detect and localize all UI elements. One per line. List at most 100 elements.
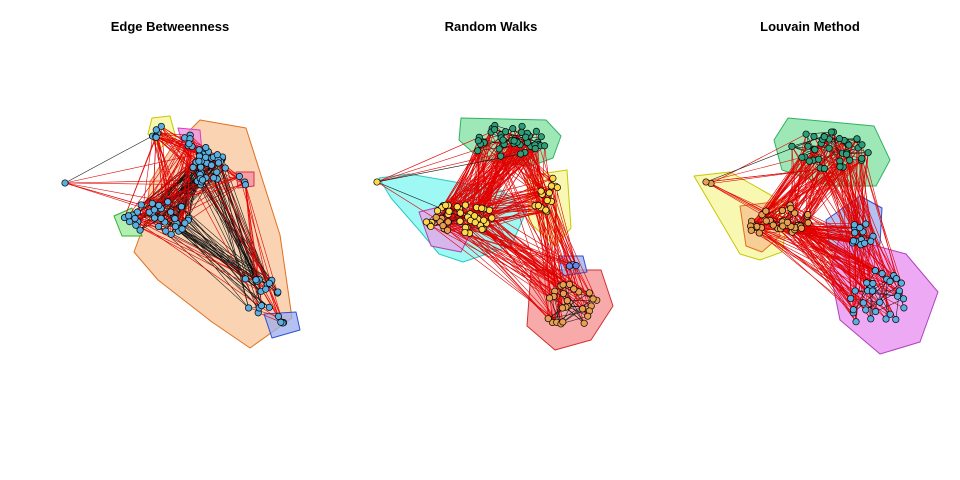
intra-community-edge: [846, 152, 869, 155]
inter-community-edge: [445, 185, 552, 206]
graph-node: [702, 178, 710, 186]
graph-node: [872, 308, 880, 316]
inter-community-edge: [798, 224, 854, 310]
inter-community-edge: [789, 204, 876, 312]
inter-community-edge: [794, 227, 904, 300]
graph-node: [867, 315, 875, 323]
graph-node: [585, 289, 593, 297]
inter-community-edge: [761, 166, 841, 215]
graph-node: [861, 239, 869, 247]
graph-node: [589, 295, 597, 303]
graph-node: [167, 230, 175, 238]
graph-node: [148, 199, 156, 208]
graph-node: [241, 181, 250, 189]
inter-community-edge: [782, 160, 814, 211]
intra-community-edge: [562, 284, 585, 324]
inter-community-edge: [536, 131, 553, 323]
graph-node: [893, 292, 902, 300]
graph-node: [804, 142, 812, 150]
panel-title: Edge Betweenness: [110, 19, 230, 34]
graph-node: [580, 319, 588, 327]
inter-community-edge: [442, 225, 466, 228]
inter-community-edge: [769, 220, 866, 311]
inter-community-edge: [244, 181, 278, 294]
graph-node: [572, 262, 580, 270]
graph-node: [549, 174, 557, 182]
graph-node: [277, 318, 285, 326]
graph-node: [241, 275, 249, 283]
inter-community-edge: [786, 224, 876, 271]
inter-community-edge: [441, 218, 564, 286]
graph-node: [545, 189, 553, 197]
inter-community-edge: [164, 176, 240, 223]
inter-community-edge: [490, 131, 563, 309]
intra-community-edge: [175, 226, 260, 309]
graph-node: [798, 153, 806, 161]
graph-node: [427, 222, 435, 231]
graph-node: [177, 203, 186, 211]
graph-node: [495, 145, 503, 153]
graph-node: [846, 156, 854, 164]
graph-node: [490, 125, 499, 134]
graph-node: [755, 229, 763, 237]
inter-community-edge: [500, 156, 553, 323]
graph-node: [274, 312, 283, 320]
graph-node: [762, 217, 770, 225]
inter-community-edge: [447, 142, 485, 223]
intra-community-edge: [216, 178, 262, 306]
inter-community-edge: [128, 137, 185, 216]
graph-node: [559, 281, 567, 289]
graph-node: [262, 285, 270, 293]
graph-node: [221, 164, 229, 172]
graph-node: [131, 214, 139, 223]
graph-node: [439, 222, 447, 230]
inter-community-edge: [491, 217, 564, 285]
graph-node: [850, 221, 858, 229]
inter-community-edge: [782, 221, 857, 322]
graph-node: [853, 135, 861, 143]
inter-community-edge: [839, 160, 861, 228]
graph-node: [769, 221, 777, 229]
graph-node: [747, 226, 755, 234]
graph-node: [442, 201, 450, 209]
inter-community-edge: [801, 152, 869, 229]
graph-node: [257, 302, 266, 310]
inter-community-edge: [439, 221, 554, 297]
graph-node: [537, 133, 545, 141]
graph-node: [195, 146, 203, 154]
graph-node: [862, 306, 870, 314]
graph-node: [534, 202, 542, 210]
inter-community-edge: [759, 232, 856, 292]
inter-community-edge: [160, 176, 240, 209]
inter-community-edge: [181, 138, 191, 230]
graph-node: [778, 206, 786, 215]
graph-node: [845, 141, 853, 149]
inter-community-edge: [180, 143, 190, 229]
inter-community-edge: [141, 184, 246, 206]
graph-node: [871, 267, 879, 275]
nodes: [702, 128, 908, 326]
graph-node: [783, 218, 791, 226]
inter-community-edge: [447, 229, 550, 299]
graph-node: [859, 299, 867, 307]
intra-community-edge: [174, 218, 272, 281]
graph-node: [444, 218, 452, 226]
graph-node: [542, 206, 550, 214]
graph-node: [151, 214, 159, 222]
inter-community-edge: [855, 243, 865, 322]
inter-community-edge: [376, 153, 521, 183]
inter-community-edge: [155, 129, 169, 202]
graph-node: [195, 157, 203, 165]
inter-community-edge: [791, 231, 854, 310]
graph-node: [779, 222, 787, 230]
inter-community-edge: [459, 221, 550, 299]
graph-node: [858, 141, 866, 149]
inter-community-edge: [477, 194, 543, 220]
inter-community-edge: [801, 224, 855, 229]
graph-node: [900, 304, 908, 312]
inter-community-edge: [437, 140, 528, 212]
graph-node: [815, 155, 823, 163]
graph-node: [155, 201, 163, 209]
graph-node: [152, 133, 160, 141]
graph-node: [453, 203, 461, 211]
